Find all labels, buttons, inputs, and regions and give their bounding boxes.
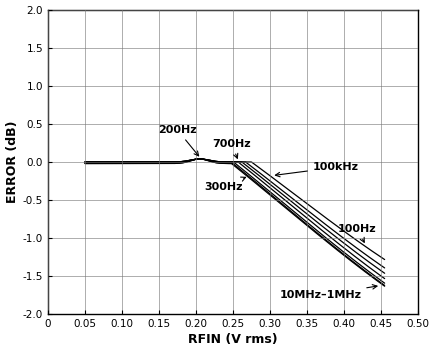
Text: 100Hz: 100Hz bbox=[337, 224, 376, 242]
Text: 200Hz: 200Hz bbox=[158, 125, 198, 156]
X-axis label: RFIN (V rms): RFIN (V rms) bbox=[188, 333, 277, 346]
Text: 300Hz: 300Hz bbox=[204, 177, 245, 192]
Text: 100kHz: 100kHz bbox=[275, 162, 358, 177]
Text: 10MHz–1MHz: 10MHz–1MHz bbox=[279, 285, 376, 300]
Y-axis label: ERROR (dB): ERROR (dB) bbox=[6, 121, 19, 203]
Text: 700Hz: 700Hz bbox=[212, 139, 250, 158]
